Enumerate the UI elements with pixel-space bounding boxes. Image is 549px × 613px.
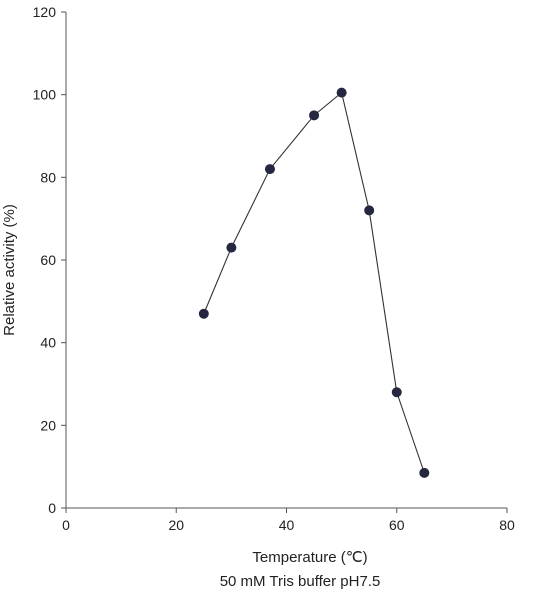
x-axis-label: Temperature (℃) xyxy=(252,549,367,566)
series-layer xyxy=(198,87,430,478)
y-tick-label: 120 xyxy=(33,4,57,20)
data-point xyxy=(336,87,347,98)
x-tick-label: 40 xyxy=(279,517,295,533)
y-tick-label: 100 xyxy=(33,87,57,103)
x-tick-label: 60 xyxy=(389,517,405,533)
series-line xyxy=(203,91,425,474)
y-tick-label: 40 xyxy=(40,335,56,351)
x-axis-ticks: 0 20 40 60 80 xyxy=(62,508,515,533)
data-point xyxy=(264,164,275,175)
data-point xyxy=(226,242,237,253)
data-point xyxy=(309,110,320,121)
axes xyxy=(65,12,507,509)
y-tick-label: 60 xyxy=(40,252,56,268)
x-tick-label: 80 xyxy=(499,517,515,533)
y-tick-label: 0 xyxy=(48,500,56,516)
y-tick-label: 20 xyxy=(40,417,56,433)
x-tick-label: 20 xyxy=(168,517,184,533)
y-tick-label: 80 xyxy=(40,169,56,185)
x-tick-label: 0 xyxy=(62,517,70,533)
chart-subtitle: 50 mM Tris buffer pH7.5 xyxy=(220,573,381,590)
data-point xyxy=(391,387,402,398)
data-point xyxy=(364,205,375,216)
data-point xyxy=(198,308,209,319)
y-axis-ticks: 0 20 40 60 80 100 120 xyxy=(33,4,66,516)
data-point xyxy=(419,467,430,478)
y-axis-label: Relative activity (%) xyxy=(1,204,18,336)
